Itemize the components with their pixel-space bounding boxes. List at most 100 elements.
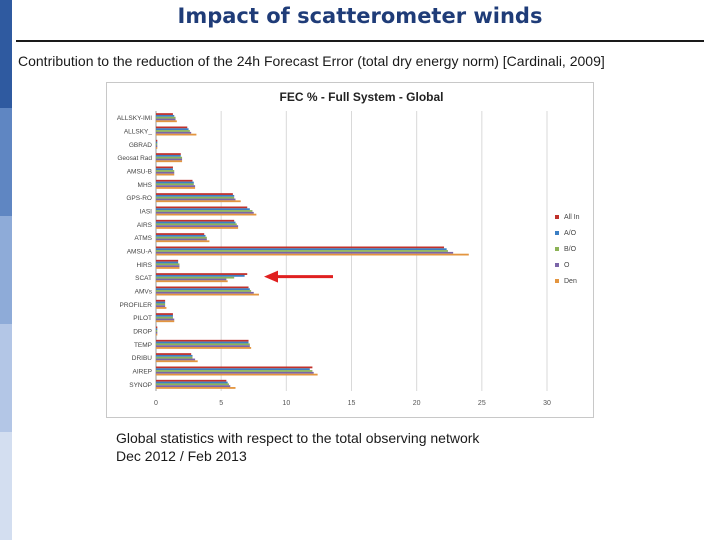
bar-b-o [156, 170, 175, 172]
bar-o [156, 331, 158, 334]
bar-a-o [156, 341, 249, 344]
bar-all-in [156, 379, 227, 382]
bar-all-in [156, 233, 205, 235]
bar-b-o [156, 370, 313, 372]
bar-o [156, 291, 254, 294]
bar-b-o [156, 343, 250, 346]
bar-a-o [156, 368, 310, 371]
category-label: ALLSKY-IMI [117, 115, 152, 122]
slide-title: Impact of scatterometer winds [177, 4, 543, 28]
bar-o [156, 118, 176, 121]
bar-o [156, 251, 454, 254]
bar-all-in [156, 313, 173, 315]
bar-den [156, 240, 210, 243]
bar-b-o [156, 156, 183, 159]
bar-a-o [156, 314, 173, 317]
category-label: PROFILER [119, 302, 152, 309]
legend-swatch [555, 279, 559, 283]
bar-b-o [156, 276, 235, 279]
bar-o [156, 358, 196, 361]
bar-o [156, 131, 192, 134]
category-label: Geosat Rad [117, 155, 152, 162]
bar-den [156, 200, 241, 203]
x-tick-label: 10 [282, 400, 290, 407]
sidebar-band [0, 108, 12, 216]
bar-a-o [156, 274, 245, 277]
sidebar-band [0, 216, 12, 324]
bar-o [156, 278, 227, 281]
bar-b-o [156, 210, 253, 212]
x-tick-label: 25 [478, 400, 486, 407]
bar-o [156, 198, 236, 201]
bar-all-in [156, 326, 158, 329]
bar-a-o [156, 301, 166, 304]
bar-a-o [156, 141, 158, 144]
category-label: DRIBU [132, 355, 153, 362]
bar-all-in [156, 206, 248, 209]
x-tick-label: 5 [219, 400, 223, 407]
category-label: AIREP [132, 369, 152, 376]
legend-swatch [555, 247, 559, 251]
bar-b-o [156, 143, 158, 146]
bar-o [156, 385, 231, 388]
bar-all-in [156, 126, 188, 129]
bar-all-in [156, 139, 158, 142]
category-label: PILOT [133, 315, 152, 322]
bar-all-in [156, 259, 179, 262]
fec-bar-chart: FEC % - Full System - Global 0 5 10 15 20 25 30… [117, 90, 580, 407]
category-label: SCAT [135, 275, 152, 282]
category-label: ATMS [134, 235, 152, 242]
bar-den [156, 253, 469, 256]
bar-o [156, 185, 196, 188]
category-label: SYNOP [129, 382, 152, 389]
bar-den [156, 347, 252, 349]
bar-all-in [156, 366, 313, 369]
bar-a-o [156, 194, 235, 197]
bar-b-o [156, 356, 193, 359]
bar-all-in [156, 246, 445, 249]
bar-den [156, 120, 177, 123]
bar-den [156, 267, 180, 269]
category-label: AMSU-A [127, 249, 153, 256]
bar-den [156, 293, 259, 296]
category-label: MHS [138, 182, 153, 189]
bar-o [156, 371, 314, 374]
bar-a-o [156, 248, 447, 251]
sidebar-band [0, 0, 12, 108]
bar-a-o [156, 354, 193, 357]
bar-a-o [156, 234, 206, 237]
bar-o [156, 145, 158, 148]
bar-o [156, 171, 175, 174]
legend-label: All In [564, 214, 580, 221]
category-label: TEMP [134, 342, 152, 349]
bar-all-in [156, 193, 233, 195]
bar-o [156, 265, 180, 268]
category-label: GPS-RO [126, 195, 152, 202]
bar-b-o [156, 130, 190, 132]
bar-b-o [156, 116, 176, 119]
bar-all-in [156, 299, 166, 302]
bar-a-o [156, 168, 173, 171]
chart-frame: FEC % - Full System - Global 0 5 10 15 20 25 30… [106, 82, 594, 418]
bar-all-in [156, 273, 248, 275]
bar-a-o [156, 208, 250, 211]
bar-o [156, 345, 250, 348]
legend-swatch [555, 215, 559, 219]
x-tick-label: 15 [348, 400, 356, 407]
footnote-line-2: Dec 2012 / Feb 2013 [116, 448, 247, 464]
annotation-arrow-head [264, 270, 278, 283]
legend-label: B/O [564, 246, 577, 253]
bar-b-o [156, 290, 252, 292]
bar-o [156, 305, 166, 308]
bar-den [156, 280, 228, 283]
bar-a-o [156, 381, 228, 384]
x-tick-label: 0 [154, 400, 158, 407]
bar-a-o [156, 288, 250, 291]
bar-all-in [156, 113, 173, 115]
category-label: AMSU-B [127, 169, 152, 176]
bar-den [156, 360, 198, 363]
bar-b-o [156, 303, 166, 306]
bar-all-in [156, 353, 192, 355]
bar-a-o [156, 128, 189, 131]
bar-o [156, 158, 183, 161]
